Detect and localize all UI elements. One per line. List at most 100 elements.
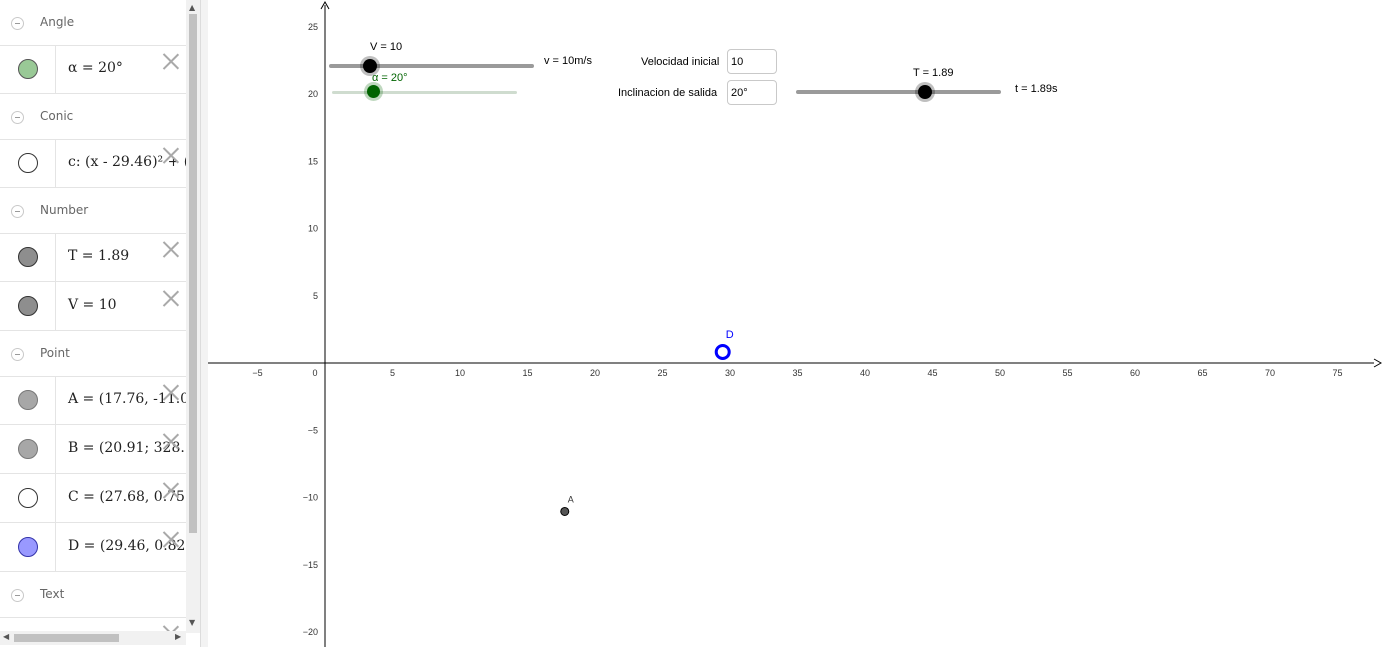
group-angle[interactable]: Angle <box>0 0 186 46</box>
scroll-thumb[interactable] <box>14 634 119 642</box>
slider-V-label: V = 10 <box>370 41 403 53</box>
x-tick-label: 0 <box>312 368 317 378</box>
slider-V-track[interactable] <box>329 64 534 68</box>
x-tick-label: −5 <box>252 368 262 378</box>
x-tick-label: 35 <box>792 368 802 378</box>
algebra-item-T[interactable]: T = 1.89 <box>0 233 186 282</box>
slider-alpha-knob[interactable] <box>367 85 380 98</box>
algebra-item-C[interactable]: C = (27.68, 0.75) <box>0 474 186 523</box>
x-tick-label: 30 <box>725 368 735 378</box>
graphics-view[interactable]: −5 0 5 10 15 20 25 30 35 40 45 50 55 60 65 70 75 25 20 15 1… <box>208 0 1382 647</box>
close-icon[interactable] <box>162 383 180 401</box>
x-tick-label: 70 <box>1265 368 1275 378</box>
item-definition[interactable]: T = 1.89 <box>68 248 130 264</box>
slider-T-label: T = 1.89 <box>913 67 954 79</box>
algebra-view: Angle α = 20° Conic c: (x - 29.46)² + (y… <box>0 0 186 647</box>
item-definition[interactable]: c: (x - 29.46)² + (y <box>68 154 186 170</box>
algebra-item-D[interactable]: D = (29.46, 0.82) <box>0 523 186 572</box>
input-velocidad-label: Velocidad inicial <box>641 56 720 68</box>
visibility-toggle[interactable] <box>18 59 38 79</box>
collapse-icon[interactable] <box>11 589 24 602</box>
inclinacion-input[interactable]: 20° <box>727 80 777 105</box>
group-conic[interactable]: Conic <box>0 94 186 140</box>
visibility-toggle[interactable] <box>18 390 38 410</box>
slider-T-track[interactable] <box>796 90 1001 94</box>
velocidad-input[interactable]: 10 <box>727 49 777 74</box>
x-tick-label: 40 <box>860 368 870 378</box>
group-text[interactable]: Text <box>0 572 186 618</box>
point-A[interactable] <box>560 506 570 516</box>
algebra-item-V[interactable]: V = 10 <box>0 282 186 331</box>
item-definition[interactable]: B = (20.91; 328.14° <box>68 440 186 456</box>
visibility-toggle[interactable] <box>18 153 38 173</box>
item-definition[interactable]: D = (29.46, 0.82) <box>68 538 186 554</box>
horizontal-scrollbar[interactable]: ◀ ▶ <box>0 631 186 645</box>
group-point[interactable]: Point <box>0 331 186 377</box>
collapse-icon[interactable] <box>11 17 24 30</box>
algebra-item-alpha[interactable]: α = 20° <box>0 45 186 94</box>
group-number[interactable]: Number <box>0 188 186 234</box>
item-definition[interactable]: A = (17.76, -11.04) <box>68 391 186 407</box>
scroll-up-icon[interactable]: ▲ <box>189 3 196 12</box>
group-label: Point <box>40 346 70 360</box>
close-icon[interactable] <box>162 432 180 450</box>
algebra-item-c[interactable]: c: (x - 29.46)² + (y <box>0 139 186 188</box>
y-axis-arrow-icon <box>320 0 330 10</box>
x-tick-label: 15 <box>522 368 532 378</box>
scroll-right-icon[interactable]: ▶ <box>175 632 182 641</box>
y-tick-label: 5 <box>313 291 318 301</box>
x-tick-label: 75 <box>1332 368 1342 378</box>
point-D-label: D <box>726 329 734 341</box>
visibility-toggle[interactable] <box>18 537 38 557</box>
collapse-icon[interactable] <box>11 205 24 218</box>
close-icon[interactable] <box>162 52 180 70</box>
close-icon[interactable] <box>162 146 180 164</box>
point-A-label: A <box>568 494 574 504</box>
x-tick-label: 5 <box>390 368 395 378</box>
scroll-left-icon[interactable]: ◀ <box>3 632 10 641</box>
slider-alpha-label: α = 20° <box>372 72 408 84</box>
slider-V-knob[interactable] <box>363 59 377 73</box>
y-tick-labels: 25 20 15 10 5 −5 −10 −15 −20 <box>303 22 318 637</box>
scroll-down-icon[interactable]: ▼ <box>189 618 196 627</box>
x-axis-arrow-icon <box>1373 358 1382 368</box>
point-D[interactable] <box>714 343 731 360</box>
x-tick-label: 10 <box>455 368 465 378</box>
y-tick-label: 20 <box>308 89 318 99</box>
y-tick-label: −5 <box>308 425 318 435</box>
visibility-toggle[interactable] <box>18 439 38 459</box>
y-tick-label: 15 <box>308 156 318 166</box>
visibility-toggle[interactable] <box>18 488 38 508</box>
close-icon[interactable] <box>162 240 180 258</box>
item-definition[interactable]: V = 10 <box>68 297 117 313</box>
input-inclinacion-label: Inclinacion de salida <box>618 87 718 99</box>
collapse-icon[interactable] <box>11 348 24 361</box>
algebra-item-B[interactable]: B = (20.91; 328.14° <box>0 425 186 474</box>
y-tick-label: −15 <box>303 560 318 570</box>
visibility-toggle[interactable] <box>18 247 38 267</box>
y-tick-label: 25 <box>308 22 318 32</box>
vertical-scrollbar[interactable]: ▲ ▼ <box>186 0 200 633</box>
item-definition[interactable]: C = (27.68, 0.75) <box>68 489 186 505</box>
collapse-icon[interactable] <box>11 111 24 124</box>
slider-T-knob[interactable] <box>918 85 932 99</box>
item-definition[interactable]: α = 20° <box>68 60 123 76</box>
x-tick-labels: −5 0 5 10 15 20 25 30 35 40 45 50 55 60 65 70 75 <box>252 368 1342 378</box>
y-tick-label: 10 <box>308 224 318 234</box>
group-label: Angle <box>40 15 75 29</box>
slider-alpha-track[interactable] <box>332 91 517 94</box>
panel-divider[interactable] <box>200 0 208 647</box>
close-icon[interactable] <box>162 289 180 307</box>
group-label: Conic <box>40 109 74 123</box>
x-tick-label: 65 <box>1197 368 1207 378</box>
x-tick-label: 60 <box>1130 368 1140 378</box>
algebra-item-A[interactable]: A = (17.76, -11.04) <box>0 376 186 425</box>
coordinate-plane[interactable]: −5 0 5 10 15 20 25 30 35 40 45 50 55 60 65 70 75 25 20 15 1… <box>208 0 1382 647</box>
close-icon[interactable] <box>162 481 180 499</box>
group-label: Text <box>40 587 65 601</box>
close-icon[interactable] <box>162 530 180 548</box>
scroll-thumb[interactable] <box>189 14 197 533</box>
y-tick-label: −10 <box>303 493 318 503</box>
visibility-toggle[interactable] <box>18 296 38 316</box>
